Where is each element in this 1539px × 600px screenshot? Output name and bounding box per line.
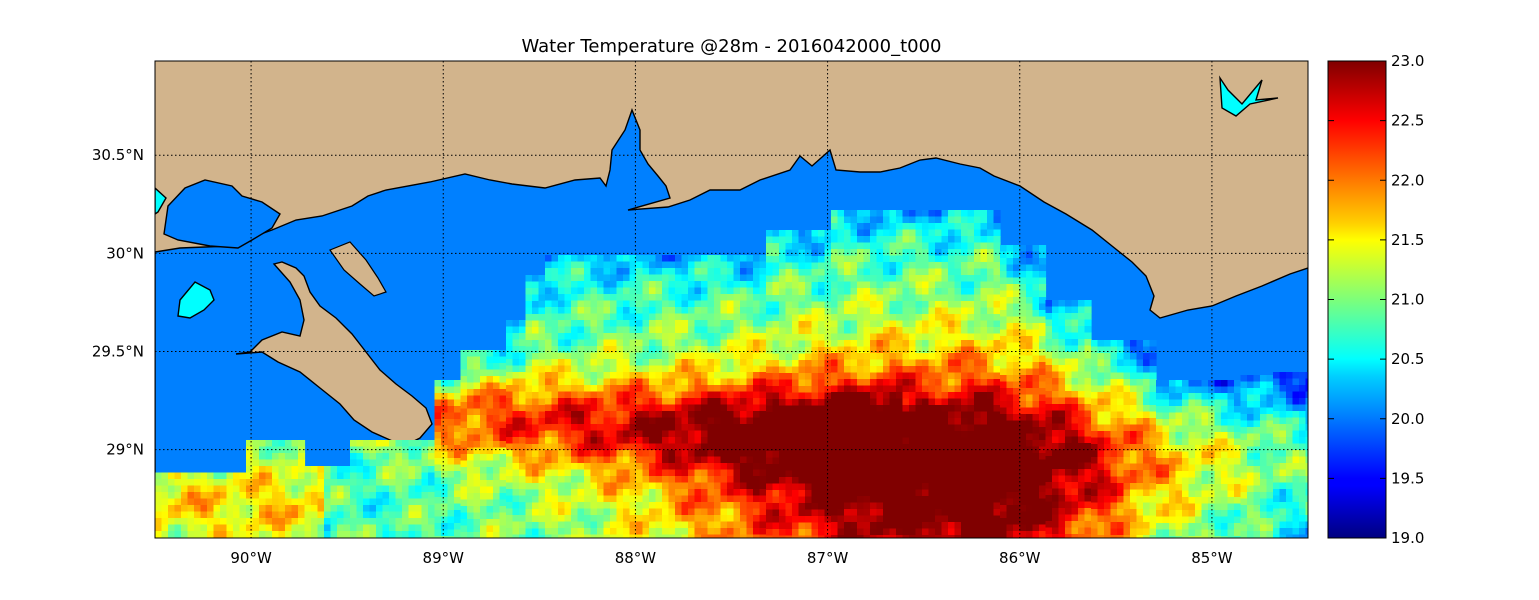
sst-field <box>155 210 1308 538</box>
x-tick-label: 89°W <box>423 549 465 567</box>
y-tick-label: 30.5°N <box>92 146 144 164</box>
delta-tip <box>329 241 387 297</box>
x-tick-label: 90°W <box>230 549 272 567</box>
colorbar-tick-label: 21.5 <box>1391 231 1424 249</box>
y-tick-label: 29.5°N <box>92 343 144 361</box>
x-tick-label: 87°W <box>807 549 849 567</box>
x-axis: 90°W 89°W 88°W 87°W 86°W 85°W <box>230 549 1232 567</box>
lake-maurepas <box>177 281 215 319</box>
plot-frame <box>154 60 1309 539</box>
colorbar-tick-label: 19.0 <box>1391 529 1424 547</box>
map-grid <box>155 61 1308 538</box>
colorbar-tick-label: 22.0 <box>1391 171 1424 189</box>
lake-pontchartrain <box>163 179 281 249</box>
y-tick-label: 29°N <box>106 441 144 459</box>
colorbar-tick-label: 20.0 <box>1391 410 1424 428</box>
colorbar-tick-label: 19.5 <box>1391 469 1424 487</box>
colorbar-tick-label: 22.5 <box>1391 112 1424 130</box>
lake-west-edge <box>155 187 167 215</box>
x-tick-label: 86°W <box>999 549 1041 567</box>
colorbar <box>1327 60 1387 539</box>
delta-land <box>235 261 433 447</box>
colorbar-tick-label: 23.0 <box>1391 52 1424 70</box>
y-tick-label: 30°N <box>106 244 144 262</box>
colorbar-tick-label: 21.0 <box>1391 291 1424 309</box>
map-title: Water Temperature @28m - 2016042000_t000 <box>521 36 942 57</box>
colorbar-ticks: 23.0 22.5 22.0 21.5 21.0 20.5 20.0 19.5 19.0 <box>1328 52 1424 547</box>
x-tick-label: 88°W <box>615 549 657 567</box>
colorbar-tick-label: 20.5 <box>1391 350 1424 368</box>
lake-northeast <box>1219 75 1279 117</box>
y-axis: 30.5°N 30°N 29.5°N 29°N <box>92 146 144 458</box>
x-tick-label: 85°W <box>1191 549 1233 567</box>
